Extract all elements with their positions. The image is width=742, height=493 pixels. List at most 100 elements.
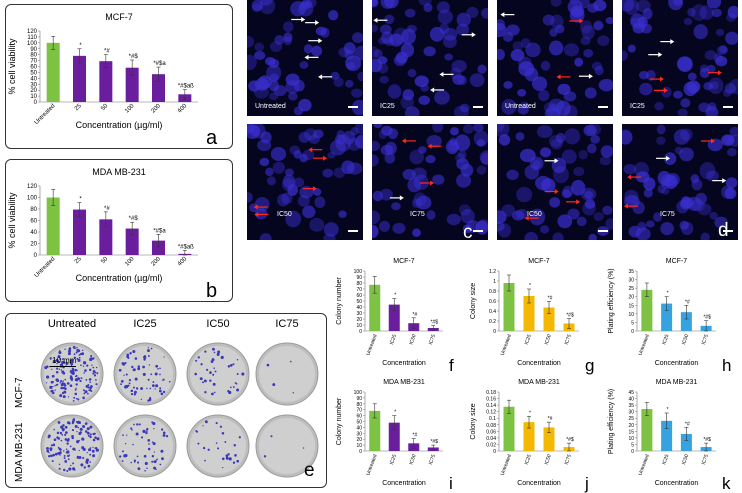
nucleus xyxy=(673,90,683,99)
nucleus xyxy=(389,33,404,47)
colony xyxy=(52,359,56,363)
bar xyxy=(523,296,535,331)
x-tick-label: Untreated xyxy=(500,333,513,356)
colony xyxy=(158,389,162,393)
chart-g: MCF-7 0 0.2 0.4 0.6 0.8 1 1.2 Colony size Untreat… xyxy=(470,258,594,375)
colony xyxy=(89,435,92,439)
colony xyxy=(61,382,64,385)
nucleus xyxy=(637,221,647,232)
colony xyxy=(52,385,54,388)
colony xyxy=(76,430,78,433)
y-tick-label: 80 xyxy=(30,53,37,59)
significance-label: *#$ xyxy=(566,437,574,443)
nucleus xyxy=(706,170,720,182)
colony xyxy=(221,457,225,461)
nucleus xyxy=(657,184,666,194)
colony xyxy=(81,437,85,441)
colony xyxy=(89,425,93,429)
nucleus xyxy=(720,134,735,147)
colony xyxy=(86,364,89,367)
nucleus xyxy=(436,1,450,14)
y-tick-label: 100 xyxy=(354,390,363,396)
nucleus xyxy=(690,174,700,184)
nucleus xyxy=(341,160,355,175)
nucleus xyxy=(709,212,718,220)
colony xyxy=(59,357,62,360)
nucleus xyxy=(711,8,722,18)
colony xyxy=(161,379,164,381)
nucleus xyxy=(247,124,261,139)
nucleus xyxy=(277,193,290,207)
nucleus xyxy=(323,222,339,237)
colony xyxy=(153,460,157,464)
y-tick-label: 0 xyxy=(631,329,634,335)
colony xyxy=(194,372,197,376)
nucleus xyxy=(497,210,507,224)
significance-label: * xyxy=(529,410,531,416)
x-tick-label: Untreated xyxy=(365,453,378,476)
bar xyxy=(125,67,139,102)
nuclei-image xyxy=(247,124,363,240)
nucleus xyxy=(432,174,445,185)
dish-scale-label: 10 mm xyxy=(52,356,77,365)
nucleus xyxy=(402,168,416,180)
nucleus xyxy=(469,73,485,88)
arrow-head xyxy=(659,76,664,82)
y-tick-label: 10 xyxy=(356,323,362,329)
y-axis-label: % cell viability xyxy=(7,38,17,95)
nucleus xyxy=(418,146,427,154)
colony xyxy=(51,460,54,463)
colony xyxy=(70,364,73,367)
colony xyxy=(75,383,78,386)
nucleus xyxy=(555,100,571,116)
colony xyxy=(69,384,73,388)
nucleus xyxy=(283,21,294,33)
arrow-head xyxy=(253,204,258,210)
colony xyxy=(74,425,78,429)
colony xyxy=(135,432,139,436)
bar xyxy=(661,420,673,451)
colony xyxy=(160,392,164,396)
scale-bar xyxy=(598,106,608,108)
colony xyxy=(87,434,90,437)
colony xyxy=(75,374,78,377)
y-tick-label: 0.1 xyxy=(489,416,496,422)
x-tick-label: 200 xyxy=(151,256,163,268)
colony xyxy=(159,463,162,466)
colony xyxy=(50,390,53,393)
nucleus xyxy=(299,61,309,69)
chart-panel-i: MDA MB-231 0 10 20 30 40 50 60 70 80 90 100 Colony n… xyxy=(333,376,465,493)
nucleus xyxy=(654,102,664,111)
x-tick-label: IC50 xyxy=(681,333,690,345)
nucleus xyxy=(402,89,415,101)
colony xyxy=(221,466,224,469)
colony xyxy=(123,454,127,458)
colony xyxy=(95,379,97,381)
nucleus xyxy=(515,208,529,220)
significance-label: *# xyxy=(104,49,110,55)
nucleus xyxy=(727,5,738,19)
nuclei-image xyxy=(622,0,738,116)
colony xyxy=(133,461,136,463)
nucleus xyxy=(674,146,684,155)
nucleus xyxy=(404,106,420,116)
y-axis-label: Colony size xyxy=(470,403,477,439)
colony xyxy=(147,355,150,357)
x-tick-label: IC75 xyxy=(564,333,573,345)
colony xyxy=(157,368,159,370)
colony xyxy=(95,383,98,386)
nucleus xyxy=(450,127,459,136)
colony xyxy=(302,447,305,449)
nucleus xyxy=(265,167,274,177)
y-tick-label: 60 xyxy=(356,414,362,420)
nuclei-image xyxy=(497,0,613,116)
colony xyxy=(88,368,92,372)
y-tick-label: 60 xyxy=(30,65,37,71)
colony xyxy=(147,378,150,381)
colony xyxy=(59,448,62,451)
colony xyxy=(270,435,273,438)
y-tick-label: 0 xyxy=(34,100,38,106)
x-axis-label: Concentration xyxy=(517,360,561,367)
colony xyxy=(63,457,66,460)
y-tick-label: 40 xyxy=(628,397,634,403)
